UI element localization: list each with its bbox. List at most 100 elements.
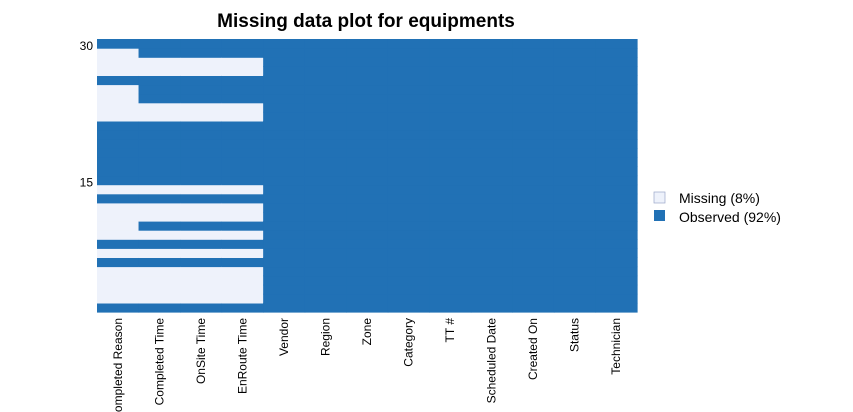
cell-completed-reason-row-19-observed [97, 139, 140, 149]
cell-category-row-8-observed [387, 239, 430, 249]
cell-zone-row-14-observed [346, 184, 389, 195]
cell-onsite-time-row-12-missing [180, 202, 223, 213]
cell-region-row-2-observed [304, 293, 347, 304]
legend-label-missing: Missing (8%) [679, 190, 760, 206]
cell-tt-row-9-observed [429, 230, 472, 240]
cell-status-row-11-observed [553, 211, 597, 222]
x-tick-label-category: Category [402, 318, 416, 367]
legend-swatch-observed [654, 210, 665, 221]
cell-completed-time-row-28-missing [138, 57, 181, 67]
cell-enroute-time-row-25-observed [221, 84, 264, 95]
cell-scheduled-date-row-20-observed [470, 130, 513, 140]
cell-enroute-time-row-23-missing [221, 102, 264, 113]
cell-created-on-row-21-observed [512, 120, 555, 131]
cell-zone-row-12-observed [346, 202, 389, 213]
cell-scheduled-date-row-1-observed [470, 302, 513, 313]
x-tick-label-enroute-time: EnRoute Time [235, 318, 249, 394]
cell-completed-time-row-29-observed [138, 48, 181, 58]
cell-category-row-2-observed [387, 293, 430, 304]
cell-tt-row-3-observed [429, 284, 472, 295]
cell-region-row-12-observed [304, 202, 347, 213]
cell-onsite-time-row-21-observed [180, 120, 223, 131]
cell-onsite-time-row-8-observed [180, 239, 223, 249]
cell-technician-row-19-observed [595, 139, 638, 149]
cell-onsite-time-row-16-observed [180, 166, 223, 177]
cell-vendor-row-13-observed [263, 193, 306, 204]
cell-zone-row-19-observed [346, 139, 389, 149]
cell-scheduled-date-row-29-observed [470, 48, 513, 58]
cell-category-row-24-observed [387, 93, 430, 104]
cell-completed-reason-row-23-missing [97, 102, 140, 113]
cell-category-row-20-observed [387, 130, 430, 140]
cell-created-on-row-3-observed [512, 284, 555, 295]
cell-vendor-row-2-observed [263, 293, 306, 304]
cell-enroute-time-row-29-observed [221, 48, 264, 58]
cell-category-row-6-observed [387, 257, 430, 268]
cell-category-row-23-observed [387, 102, 430, 113]
cell-enroute-time-row-18-observed [221, 148, 264, 158]
cell-region-row-8-observed [304, 239, 347, 249]
x-tick-label-scheduled-date: Scheduled Date [485, 318, 499, 404]
cell-completed-time-row-3-missing [138, 284, 181, 295]
cell-scheduled-date-row-17-observed [470, 157, 513, 167]
cell-region-row-29-observed [304, 48, 347, 58]
cell-enroute-time-row-17-observed [221, 157, 264, 167]
cell-status-row-24-observed [553, 93, 597, 104]
cell-technician-row-24-observed [595, 93, 638, 104]
cell-enroute-time-row-19-observed [221, 139, 264, 149]
cell-created-on-row-8-observed [512, 239, 555, 249]
cell-category-row-21-observed [387, 120, 430, 131]
cell-vendor-row-30-observed [263, 39, 306, 49]
cell-category-row-14-observed [387, 184, 430, 195]
cell-category-row-11-observed [387, 211, 430, 222]
cell-created-on-row-24-observed [512, 93, 555, 104]
cell-vendor-row-26-observed [263, 75, 306, 86]
cell-completed-time-row-12-missing [138, 202, 181, 213]
x-tick-label-tt: TT # [443, 318, 457, 343]
cell-zone-row-15-observed [346, 175, 389, 186]
cell-region-row-17-observed [304, 157, 347, 167]
cell-created-on-row-22-observed [512, 111, 555, 122]
cell-scheduled-date-row-8-observed [470, 239, 513, 249]
legend-swatch-missing [653, 191, 666, 204]
cell-tt-row-26-observed [429, 75, 472, 86]
cell-vendor-row-5-observed [263, 266, 306, 277]
x-tick-label-completed-time: Completed Time [152, 318, 166, 406]
cell-enroute-time-row-4-missing [221, 275, 264, 286]
cell-region-row-20-observed [304, 130, 347, 140]
cell-status-row-2-observed [553, 293, 597, 304]
cell-tt-row-13-observed [429, 193, 472, 204]
cell-zone-row-8-observed [346, 239, 389, 249]
cell-zone-row-1-observed [346, 302, 389, 313]
cell-technician-row-1-observed [595, 302, 638, 313]
cell-status-row-21-observed [553, 120, 597, 131]
cell-created-on-row-29-observed [512, 48, 555, 58]
cell-tt-row-24-observed [429, 93, 472, 104]
cell-vendor-row-1-observed [263, 302, 306, 313]
cell-scheduled-date-row-30-observed [470, 39, 513, 49]
cell-technician-row-16-observed [595, 166, 638, 177]
cell-category-row-1-observed [387, 302, 430, 313]
cell-technician-row-21-observed [595, 120, 638, 131]
cell-tt-row-29-observed [429, 48, 472, 58]
cell-tt-row-8-observed [429, 239, 472, 249]
cell-category-row-16-observed [387, 166, 430, 177]
cell-zone-row-18-observed [346, 148, 389, 158]
cell-region-row-25-observed [304, 84, 347, 95]
cell-completed-time-row-15-observed [138, 175, 181, 186]
cell-category-row-13-observed [387, 193, 430, 204]
cell-completed-reason-row-20-observed [97, 130, 140, 140]
cell-vendor-row-23-observed [263, 102, 306, 113]
cell-technician-row-28-observed [595, 57, 638, 67]
cell-zone-row-22-observed [346, 111, 389, 122]
cell-created-on-row-5-observed [512, 266, 555, 277]
cell-vendor-row-17-observed [263, 157, 306, 167]
cell-completed-reason-row-24-missing [97, 93, 140, 104]
cell-vendor-row-20-observed [263, 130, 306, 140]
cell-category-row-7-observed [387, 248, 430, 258]
cell-completed-time-row-6-observed [138, 257, 181, 268]
cell-created-on-row-13-observed [512, 193, 555, 204]
cell-tt-row-28-observed [429, 57, 472, 67]
cell-technician-row-29-observed [595, 48, 638, 58]
cell-region-row-18-observed [304, 148, 347, 158]
